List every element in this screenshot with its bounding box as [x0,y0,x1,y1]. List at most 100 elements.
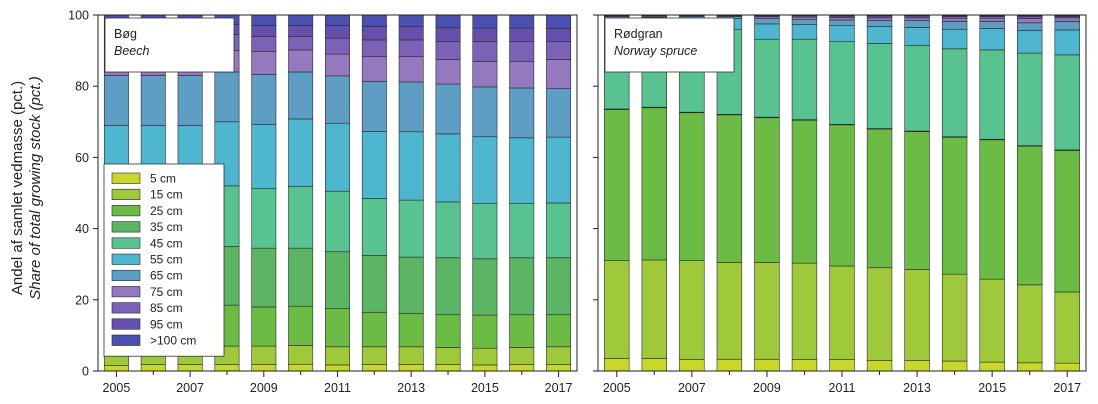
bar-segment-45cm-2012 [866,43,893,129]
bar-segment-100cm-2011 [325,14,350,26]
bar-2012 [361,14,387,372]
bar-segment-5cm-2007 [177,364,203,372]
legend-label: 35 cm [150,220,183,234]
bar-segment-15cm-2013 [398,346,424,365]
y-tick-label: 80 [75,80,89,94]
bar-segment-15cm-2012 [866,267,893,361]
bar-segment-5cm-2005 [604,358,630,372]
bar-segment-95cm-2014 [435,27,461,42]
bar-2010 [288,14,314,372]
bar-segment-5cm-2013 [904,360,930,372]
legend-label: 75 cm [150,285,183,299]
bar-2008 [716,14,743,372]
bar-segment-45cm-2017 [1054,54,1080,151]
bar-2015 [472,14,498,372]
bar-segment-85cm-2012 [361,39,387,57]
bar-segment-35cm-2010 [288,247,314,307]
bar-segment-25cm-2017 [1054,149,1080,293]
bar-segment-65cm-2011 [325,75,350,124]
bar-segment-45cm-2009 [251,188,277,249]
bar-segment-85cm-2009 [251,36,277,52]
bar-segment-45cm-2014 [435,201,461,259]
bar-segment-75cm-2017 [546,59,572,89]
legend-swatch [111,269,141,282]
bar-segment-15cm-2013 [904,269,930,361]
bar-segment-5cm-2005 [103,365,129,372]
bar-segment-25cm-2007 [679,112,705,261]
legend-swatch [111,172,141,184]
legend-label: 25 cm [150,204,183,218]
bar-segment-65cm-2015 [979,21,1005,29]
bar-segment-25cm-2010 [791,119,818,264]
bar-segment-25cm-2012 [361,311,387,348]
x-tick-label: 2007 [176,381,204,395]
bar-segment-85cm-2015 [472,41,498,62]
x-tick-label: 2017 [1053,381,1081,395]
bar-segment-5cm-2017 [1054,362,1080,372]
bar-segment-15cm-2011 [829,265,855,360]
legend-label: 45 cm [150,236,183,250]
legend-swatch [111,205,141,217]
legend-label: 85 cm [150,301,183,315]
bar-segment-35cm-2013 [398,256,424,314]
bar-segment-15cm-2016 [1016,284,1043,364]
bar-segment-75cm-2010 [288,49,314,73]
bar-segment-5cm-2012 [361,364,387,372]
bar-segment-15cm-2016 [509,347,535,365]
bar-segment-100cm-2012 [361,14,387,27]
bar-segment-55cm-2010 [791,24,818,40]
bar-segment-25cm-2011 [829,124,855,267]
x-tick-label: 2009 [753,381,781,395]
bar-segment-55cm-2015 [979,28,1005,51]
bar-segment-25cm-2009 [754,117,780,263]
bar-segment-75cm-2011 [829,17,855,21]
legend-swatch [111,302,141,314]
bar-segment-5cm-2006 [641,358,667,372]
bar-segment-15cm-2010 [791,262,818,360]
bar-segment-25cm-2008 [716,114,743,263]
bar-segment-55cm-2015 [472,136,498,204]
bar-segment-75cm-2011 [325,53,350,77]
bar-segment-15cm-2015 [472,347,498,366]
bar-2017 [1054,14,1080,372]
bar-segment-15cm-2012 [361,346,387,365]
species-name-english: Beech [114,44,149,58]
bar-segment-65cm-2017 [1054,21,1080,31]
bar-segment-55cm-2013 [904,27,930,46]
bar-segment-45cm-2011 [325,190,350,253]
legend-label: 55 cm [150,253,183,267]
bar-segment-15cm-2009 [754,262,780,360]
bar-segment-75cm-2012 [361,56,387,82]
bar-segment-25cm-2017 [546,314,572,348]
bar-segment-25cm-2013 [398,313,424,348]
bar-segment-75cm-2014 [941,17,968,22]
bar-segment-5cm-2016 [1016,362,1043,372]
bar-segment-5cm-2010 [791,359,818,372]
bar-segment-65cm-2016 [1016,22,1043,31]
bar-segment-25cm-2005 [604,109,630,261]
bar-segment-45cm-2009 [754,38,780,118]
x-tick-label: 2011 [829,381,856,395]
bar-segment-75cm-2013 [904,17,930,21]
species-label-box [604,17,735,73]
bar-segment-15cm-2007 [679,260,705,360]
bar-2011 [829,14,855,372]
bar-segment-35cm-2011 [325,251,350,310]
bar-segment-15cm-2008 [716,262,743,360]
bar-segment-65cm-2014 [941,21,968,30]
bar-segment-45cm-2015 [979,49,1005,140]
bar-segment-5cm-2011 [829,359,855,372]
bar-segment-15cm-2014 [435,347,461,365]
species-name-english: Norway spruce [614,44,697,58]
bar-segment-15cm-2017 [546,346,572,365]
y-tick-label: 40 [75,222,89,236]
bar-segment-25cm-2011 [325,308,350,348]
bar-segment-5cm-2009 [754,358,780,372]
bar-segment-25cm-2009 [251,306,277,347]
bar-segment-95cm-2017 [546,28,572,43]
y-axis-title-line2: Share of total growing stock (pct.) [27,76,44,299]
bar-segment-55cm-2009 [251,123,277,190]
bar-segment-95cm-2011 [325,25,350,39]
bar-segment-25cm-2016 [509,314,535,348]
